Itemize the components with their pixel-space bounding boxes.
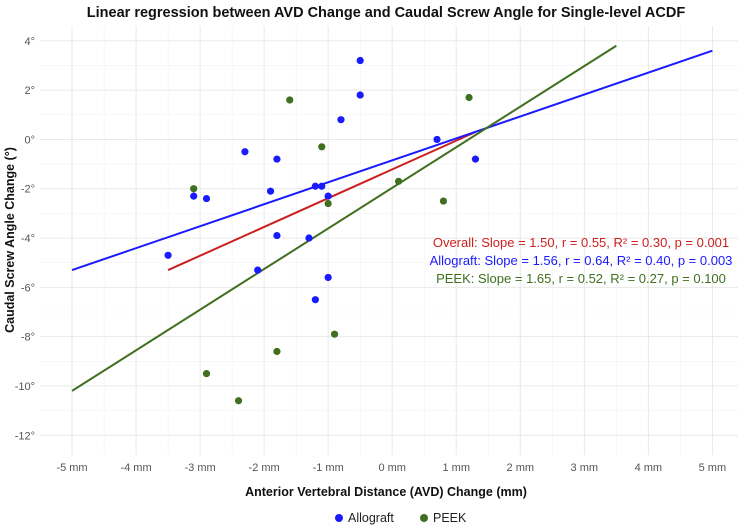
chart-title: Linear regression between AVD Change and… [87, 5, 686, 21]
y-tick-label: -8° [21, 332, 35, 344]
y-tick-label: 2° [24, 85, 35, 97]
data-point-allograft [190, 192, 198, 200]
data-point-peek [190, 185, 198, 193]
data-point-peek [286, 96, 294, 104]
legend-label-peek: PEEK [433, 511, 467, 525]
data-point-peek [330, 330, 339, 338]
data-point-allograft [324, 273, 332, 282]
annotation-peek: PEEK: Slope = 1.65, r = 0.52, R² = 0.27,… [436, 271, 726, 286]
legend-key-allograft [335, 514, 343, 522]
data-point-allograft [241, 148, 249, 156]
x-tick-label: -2 mm [249, 462, 280, 474]
data-point-allograft [311, 296, 319, 304]
data-point-allograft [471, 155, 480, 163]
regression-line-peek [71, 44, 617, 392]
data-point-peek [395, 177, 403, 185]
annotation-overall: Overall: Slope = 1.50, r = 0.55, R² = 0.… [433, 235, 729, 250]
y-tick-label: 4° [24, 36, 35, 48]
annotations: Overall: Slope = 1.50, r = 0.55, R² = 0.… [430, 235, 733, 286]
grid [40, 26, 738, 455]
data-point-allograft [273, 155, 281, 163]
data-point-allograft [324, 192, 332, 200]
data-point-peek [273, 347, 281, 356]
data-point-allograft [305, 234, 313, 242]
y-axis-label: Caudal Screw Angle Change (°) [3, 147, 17, 333]
y-tick-label: -6° [21, 282, 35, 294]
y-tick-label: -12° [15, 430, 35, 442]
x-axis-ticks: -5 mm -4 mm -3 mm -2 mm -1 mm 0 mm 1 mm 2 mm 3 m… [56, 462, 726, 474]
legend-label-allograft: Allograft [348, 511, 394, 525]
data-point-peek [324, 199, 332, 208]
data-point-allograft [164, 251, 172, 259]
data-point-allograft [266, 187, 275, 195]
x-tick-label: -1 mm [313, 462, 344, 474]
data-point-peek [439, 197, 448, 205]
data-point-allograft [202, 194, 211, 203]
x-tick-label: -3 mm [185, 462, 216, 474]
regression-line-allograft [71, 49, 713, 272]
data-point-allograft [318, 182, 326, 190]
data-point-peek [318, 143, 326, 151]
x-tick-label: -5 mm [56, 462, 87, 474]
data-point-peek [465, 93, 473, 102]
data-point-allograft [433, 135, 441, 144]
regression-line-overall [167, 131, 476, 271]
x-tick-label: 0 mm [378, 462, 406, 474]
data-points [164, 56, 480, 405]
legend: Allograft PEEK [335, 511, 467, 525]
y-tick-label: 0° [24, 134, 35, 146]
y-axis-ticks: 4° 2° 0° -2° -4° -6° -8° -10° -12° [15, 36, 35, 442]
data-point-allograft [356, 91, 364, 99]
regression-lines [71, 44, 713, 392]
legend-key-peek [420, 514, 428, 522]
y-tick-label: -2° [21, 184, 35, 196]
data-point-allograft [311, 182, 319, 190]
y-tick-label: -4° [21, 233, 35, 245]
data-point-allograft [337, 116, 345, 124]
data-point-allograft [356, 56, 364, 65]
data-point-peek [202, 370, 211, 378]
data-point-allograft [254, 266, 262, 274]
x-tick-label: 4 mm [635, 462, 663, 474]
data-point-peek [234, 397, 243, 405]
x-tick-label: -4 mm [120, 462, 151, 474]
x-tick-label: 3 mm [571, 462, 599, 474]
x-axis-label: Anterior Vertebral Distance (AVD) Change… [245, 485, 527, 499]
data-point-allograft [273, 231, 281, 240]
annotation-allograft: Allograft: Slope = 1.56, r = 0.64, R² = … [430, 253, 733, 268]
x-tick-label: 1 mm [442, 462, 470, 474]
y-tick-label: -10° [15, 381, 35, 393]
x-tick-label: 5 mm [699, 462, 727, 474]
x-tick-label: 2 mm [507, 462, 535, 474]
